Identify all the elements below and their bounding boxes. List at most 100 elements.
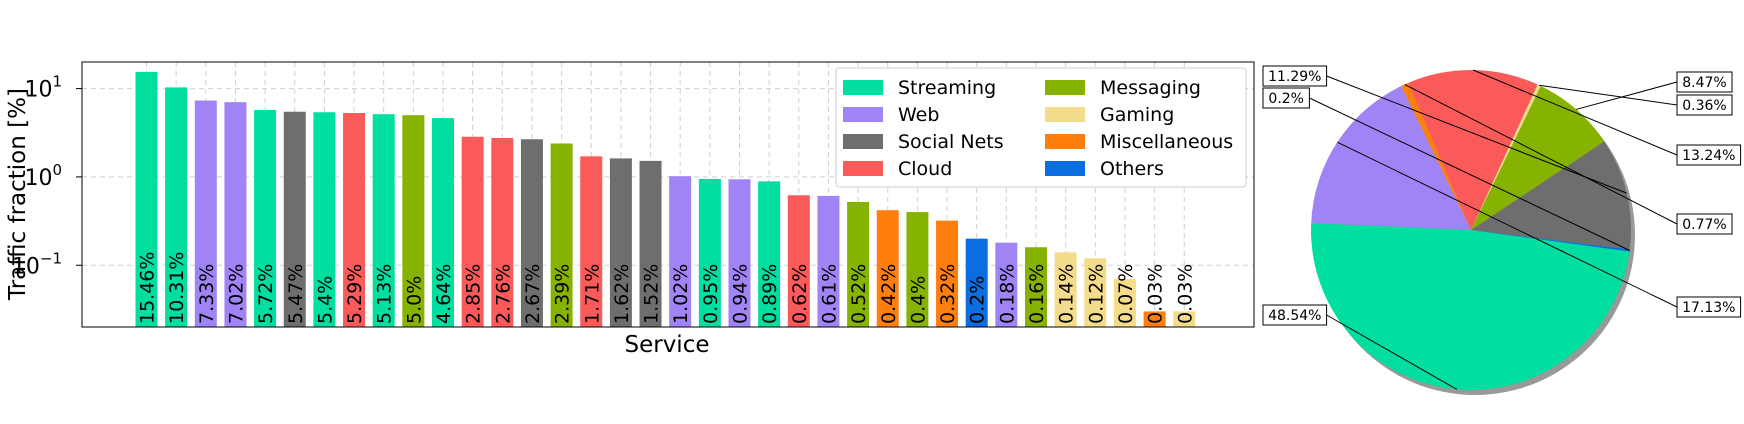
bar: [1054, 252, 1077, 327]
pie-label: 13.24%: [1682, 148, 1735, 164]
legend-swatch: [1045, 161, 1085, 176]
pie-label: 0.77%: [1682, 217, 1726, 233]
bar-value-label: 0.42%: [878, 264, 900, 324]
pie-leader-line: [1309, 97, 1630, 251]
pie-leader-line: [1404, 83, 1678, 225]
y-axis-title: Traffic fraction [%]: [5, 88, 31, 301]
bar-value-label: 7.02%: [225, 264, 247, 324]
pie-slice: [1471, 230, 1630, 252]
pie-chart: 11.29% 8.47% 0.36% 13.24% 0.77% 17.13% 48.54% 0…: [1262, 65, 1742, 395]
bar: [1113, 278, 1136, 327]
pie-leader-line: [1337, 141, 1678, 308]
bar: [609, 158, 632, 327]
bar: [728, 179, 751, 327]
bar-value-label: 7.33%: [196, 264, 218, 324]
bar-value-label: 0.52%: [848, 264, 870, 324]
bar-value-label: 0.14%: [1056, 264, 1078, 324]
bar: [876, 210, 899, 327]
pie-label-box: [1676, 71, 1733, 93]
pie-slice: [1311, 86, 1471, 231]
bar-value-label: 1.02%: [670, 264, 692, 324]
bar-value-label: 0.12%: [1085, 264, 1107, 324]
bar: [1143, 311, 1166, 327]
pie-leader-line: [1539, 84, 1678, 106]
pie-label-box: [1676, 94, 1733, 116]
bar: [847, 202, 870, 327]
bar-value-label: 0.2%: [967, 276, 989, 324]
bar: [372, 114, 395, 327]
bar-value-label: 10.31%: [166, 252, 188, 324]
legend-label: Cloud: [898, 158, 952, 180]
legend-swatch: [1045, 134, 1085, 149]
bar: [995, 242, 1018, 327]
x-axis-title: Service: [624, 332, 709, 358]
legend-label: Messaging: [1100, 77, 1201, 99]
bar: [550, 143, 573, 327]
pie-label-box: [1676, 213, 1733, 235]
bar: [580, 156, 603, 327]
bar-value-label: 0.07%: [1115, 264, 1137, 324]
bar: [194, 100, 217, 327]
bar: [313, 112, 336, 328]
bar-value-label: 0.18%: [996, 264, 1018, 324]
legend-label: Social Nets: [898, 131, 1004, 153]
pie-leader-line: [1326, 75, 1627, 194]
bar-value-label: 5.29%: [344, 264, 366, 324]
pie-slice: [1311, 223, 1630, 391]
pie-label-box: [1262, 87, 1310, 109]
bar-value-label: 0.62%: [789, 264, 811, 324]
pie-label: 11.29%: [1268, 69, 1321, 85]
bar: [432, 118, 454, 328]
bar: [491, 137, 514, 327]
legend-swatch: [843, 107, 883, 122]
bar: [906, 212, 929, 327]
bar-value-label: 0.32%: [937, 264, 959, 324]
bar-plot-frame: [81, 61, 1255, 328]
bar: [965, 238, 988, 327]
bar: [1173, 311, 1196, 327]
legend-box: [835, 67, 1247, 188]
bar-value-label: 2.39%: [552, 264, 574, 324]
bar-value-label: 5.72%: [255, 264, 277, 324]
bar-value-label: 15.46%: [137, 252, 159, 324]
bar: [254, 110, 277, 328]
bar-value-label: 0.95%: [700, 264, 722, 324]
legend-swatch: [1045, 80, 1085, 95]
bar: [787, 195, 810, 327]
bar-value-label: 2.67%: [522, 264, 544, 324]
pie-leader-line: [1326, 314, 1458, 390]
bar: [1025, 247, 1047, 327]
legend-swatch: [1045, 107, 1085, 122]
bar-value-label: 0.16%: [1026, 264, 1048, 324]
pie-leader-line: [1576, 81, 1678, 110]
bar: [936, 220, 959, 327]
bar: [669, 176, 692, 327]
pie-label: 17.13%: [1682, 300, 1735, 316]
pie-label: 0.36%: [1682, 98, 1726, 114]
bar-value-label: 5.4%: [314, 276, 336, 324]
pie-label: 8.47%: [1682, 75, 1726, 91]
bar: [402, 115, 425, 327]
pie-label-box: [1262, 304, 1328, 326]
bar: [343, 113, 366, 327]
bar-value-label: 0.94%: [730, 264, 752, 324]
pie-label: 0.2%: [1268, 91, 1304, 107]
bar-value-label: 5.13%: [374, 264, 396, 324]
bar: [165, 87, 188, 327]
legend-label: Streaming: [898, 77, 996, 99]
bar-value-label: 0.03%: [1145, 264, 1167, 324]
legend-label: Miscellaneous: [1100, 131, 1233, 153]
pie-slice: [1401, 82, 1471, 230]
pie-slice: [1471, 141, 1631, 250]
bar-value-label: 4.64%: [433, 264, 455, 324]
bar: [135, 71, 158, 328]
legend-swatch: [843, 134, 883, 149]
bar-value-label: 0.61%: [818, 264, 840, 324]
bar: [817, 195, 840, 327]
bar-value-label: 0.89%: [759, 264, 781, 324]
bar: [461, 136, 484, 327]
bar: [698, 178, 721, 327]
bar-value-label: 5.0%: [403, 276, 425, 324]
bar-value-label: 0.4%: [907, 276, 929, 324]
bar-value-label: 0.03%: [1174, 264, 1196, 324]
